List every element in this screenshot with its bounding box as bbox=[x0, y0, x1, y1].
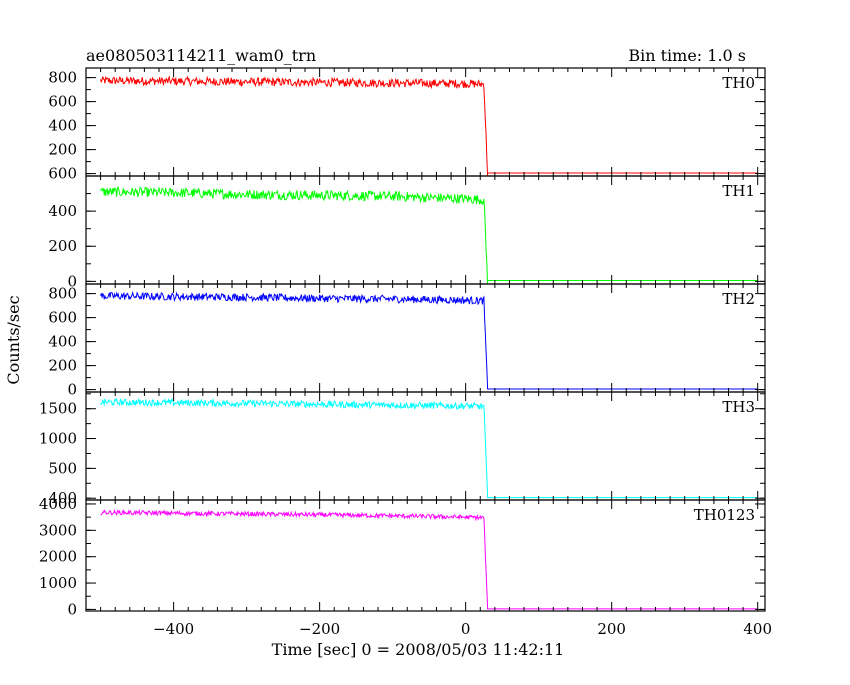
y-tick-label: 2000 bbox=[39, 548, 77, 566]
panel-th2: 0 200 400 600 800 TH2 bbox=[48, 283, 766, 399]
x-tick-label: 0 bbox=[461, 620, 471, 638]
x-tick-label: −400 bbox=[153, 620, 194, 638]
x-tick-labels: −400 −200 0 200 400 bbox=[153, 620, 772, 638]
panel-label-th0123: TH0123 bbox=[694, 506, 755, 524]
y-tick-label: 1000 bbox=[39, 430, 77, 448]
y-tick-label: 800 bbox=[48, 285, 77, 303]
series-line-th0123 bbox=[100, 508, 758, 610]
x-tick-label: 400 bbox=[743, 620, 772, 638]
x-axis-label: Time [sec] 0 = 2008/05/03 11:42:11 bbox=[272, 640, 565, 659]
panel-th3: 400 500 1000 1500 TH3 bbox=[39, 391, 766, 507]
y-tick-label: 500 bbox=[48, 459, 77, 477]
y-axis-label: Counts/sec bbox=[4, 295, 23, 384]
y-tick-label: 3000 bbox=[39, 521, 77, 539]
panel-frame bbox=[85, 391, 766, 501]
y-tick-label: 0 bbox=[67, 381, 77, 399]
bin-time-label: Bin time: 1.0 s bbox=[628, 46, 746, 65]
y-tick-label: 1500 bbox=[39, 400, 77, 418]
y-tick-label: 600 bbox=[48, 165, 77, 183]
y-tick-label: 400 bbox=[48, 489, 77, 507]
chart-title: ae080503114211_wam0_trn bbox=[86, 46, 316, 65]
panel-frame bbox=[85, 499, 766, 612]
series-line-th2 bbox=[100, 290, 758, 390]
panel-label-th2: TH2 bbox=[722, 290, 755, 308]
y-tick-label: 600 bbox=[48, 93, 77, 111]
panel-label-th1: TH1 bbox=[722, 182, 755, 200]
series-line-th0 bbox=[100, 75, 758, 176]
panels-group: 600 200 400 600 800 TH0 0 200 400 TH1 0 200 400 600 80… bbox=[39, 67, 766, 618]
y-tick-label: 400 bbox=[48, 117, 77, 135]
y-tick-label: 4000 bbox=[39, 495, 77, 513]
y-tick-label: 400 bbox=[48, 333, 77, 351]
y-tick-label: 0 bbox=[67, 600, 77, 618]
panel-label-th3: TH3 bbox=[722, 398, 755, 416]
y-tick-label: 200 bbox=[48, 357, 77, 375]
panel-th1: 0 200 400 TH1 bbox=[48, 175, 766, 290]
panel-th0123: 0 1000 2000 3000 4000 TH0123 bbox=[39, 495, 766, 618]
y-tick-label: 1000 bbox=[39, 574, 77, 592]
y-tick-label: 400 bbox=[48, 202, 77, 220]
series-line-th3 bbox=[100, 397, 758, 499]
y-tick-label: 600 bbox=[48, 309, 77, 327]
x-tick-label: −200 bbox=[299, 620, 340, 638]
panel-th0: 600 200 400 600 800 TH0 bbox=[48, 67, 766, 183]
y-tick-label: 200 bbox=[48, 141, 77, 159]
series-line-th1 bbox=[100, 185, 758, 285]
y-tick-label: 200 bbox=[48, 237, 77, 255]
panel-label-th0: TH0 bbox=[722, 74, 755, 92]
y-tick-label: 800 bbox=[48, 69, 77, 87]
y-tick-label: 0 bbox=[67, 272, 77, 290]
x-tick-label: 200 bbox=[597, 620, 626, 638]
